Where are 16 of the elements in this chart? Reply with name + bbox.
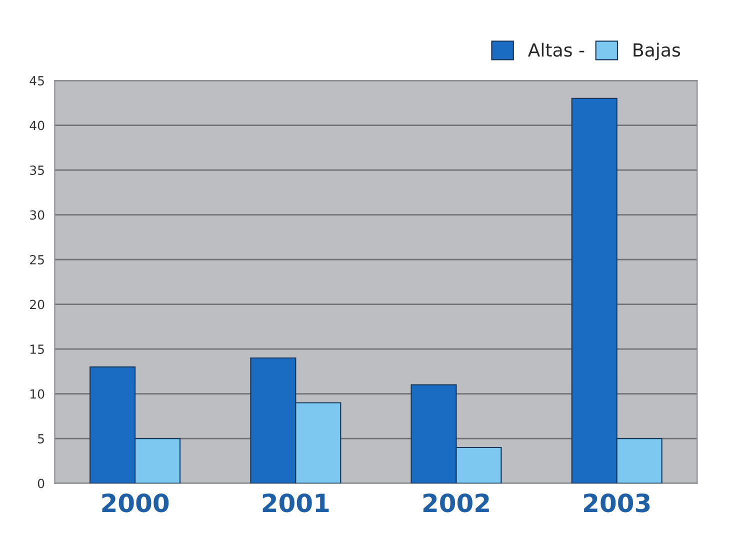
- y-tick-label: 45: [30, 76, 44, 86]
- legend-label: Altas -: [528, 42, 584, 57]
- legend-label: Bajas: [634, 42, 680, 60]
- y-tick-label: 35: [30, 166, 44, 175]
- y-tick-label: 10: [30, 389, 44, 399]
- y-tick-label: 5: [38, 434, 44, 444]
- x-tick-label: 2002: [423, 493, 489, 512]
- y-tick-label: 30: [30, 210, 44, 220]
- x-tick-label: 2003: [584, 493, 650, 512]
- x-tick-label: 2001: [262, 493, 329, 512]
- x-tick-label: 2000: [102, 493, 169, 512]
- y-tick-label: 25: [30, 255, 44, 264]
- y-tick-label: 40: [30, 120, 44, 130]
- y-tick-label: 20: [30, 300, 44, 310]
- y-tick-label: 0: [38, 478, 44, 488]
- y-tick-label: 15: [30, 344, 44, 354]
